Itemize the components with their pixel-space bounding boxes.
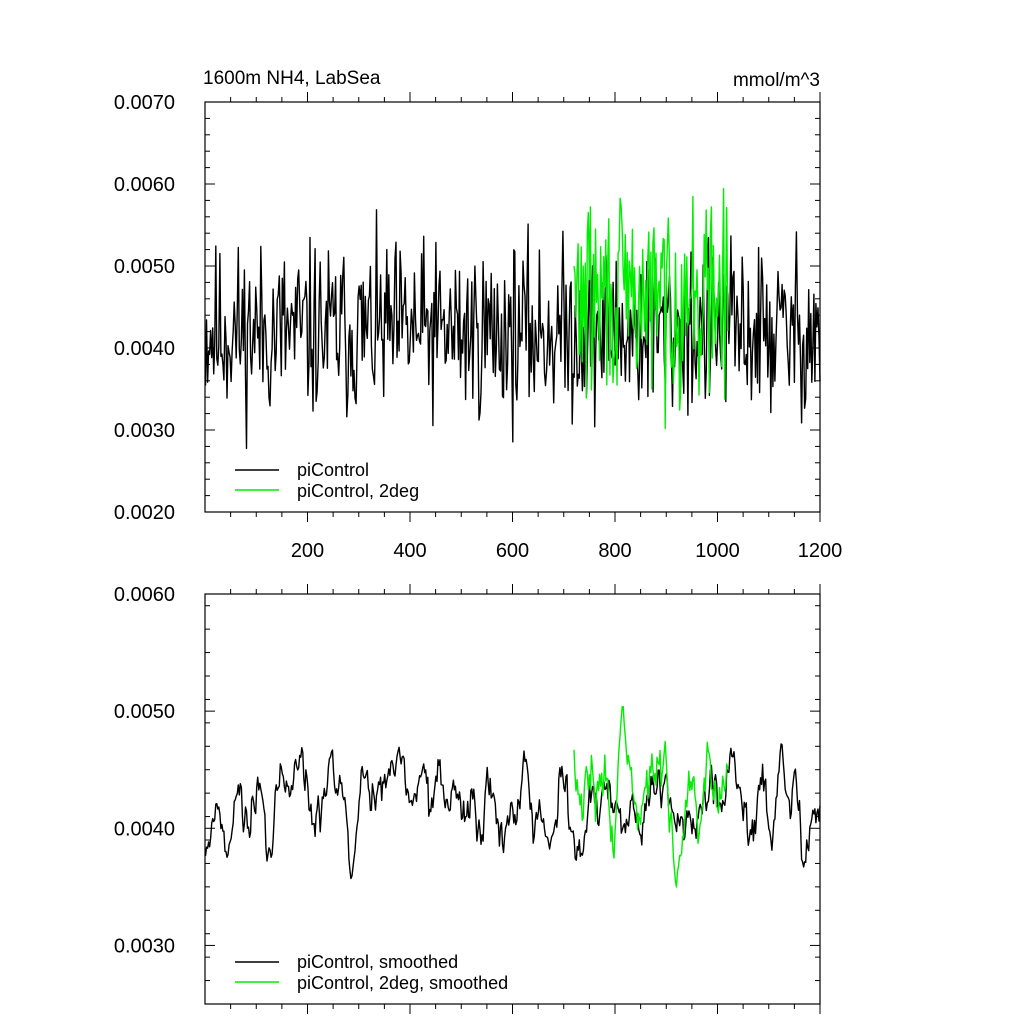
x-tick-label: 400 bbox=[393, 540, 426, 562]
y-tick-label: 0.0050 bbox=[114, 701, 175, 723]
top-axis-ticks: 0.0020 0.0030 0.0040 0.0050 0.0060 0.0070 200 4… bbox=[114, 92, 842, 562]
series-line-1-1 bbox=[573, 705, 729, 888]
top-series-group bbox=[204, 188, 821, 450]
bottom-legend: piControl, smoothed piControl, 2deg, smo… bbox=[235, 952, 508, 993]
units-label: mmol/m^3 bbox=[733, 70, 820, 91]
x-tick-label: 1000 bbox=[695, 540, 740, 562]
y-tick-label: 0.0060 bbox=[114, 584, 175, 606]
y-tick-label: 0.0040 bbox=[114, 338, 175, 360]
bottom-plot-frame bbox=[204, 593, 821, 1005]
y-tick-label: 0.0030 bbox=[114, 935, 175, 957]
y-tick-label: 0.0060 bbox=[114, 174, 175, 196]
x-tick-label: 600 bbox=[496, 540, 529, 562]
y-tick-label: 0.0030 bbox=[114, 420, 175, 442]
legend-label-picontrol-2deg: piControl, 2deg bbox=[297, 481, 419, 501]
legend-label-picontrol-2deg-smoothed: piControl, 2deg, smoothed bbox=[297, 973, 508, 993]
y-tick-label: 0.0050 bbox=[114, 256, 175, 278]
y-tick-label: 0.0020 bbox=[114, 502, 175, 524]
x-tick-label: 800 bbox=[598, 540, 631, 562]
series-line-0-0 bbox=[204, 209, 821, 450]
x-tick-label: 200 bbox=[291, 540, 324, 562]
y-tick-label: 0.0070 bbox=[114, 92, 175, 114]
top-panel: 1600m NH4, LabSea mmol/m^3 0.00200.00300… bbox=[114, 68, 842, 562]
bottom-axis-ticks: 0.0030 0.0040 0.0050 0.0060 bbox=[114, 584, 821, 1014]
series-line-1-0 bbox=[204, 743, 821, 880]
legend-label-picontrol: piControl bbox=[297, 460, 369, 480]
legend-label-picontrol-smoothed: piControl, smoothed bbox=[297, 952, 458, 972]
y-tick-label: 0.0040 bbox=[114, 818, 175, 840]
bottom-panel: 0.0030 0.0040 0.0050 0.0060 piControl, smoo… bbox=[114, 584, 821, 1014]
bottom-series-group bbox=[204, 705, 821, 888]
x-tick-label: 1200 bbox=[798, 540, 843, 562]
chart-title-left: 1600m NH4, LabSea bbox=[203, 68, 381, 89]
top-legend: piControl piControl, 2deg bbox=[235, 460, 419, 501]
series-line-0-1 bbox=[573, 188, 729, 430]
